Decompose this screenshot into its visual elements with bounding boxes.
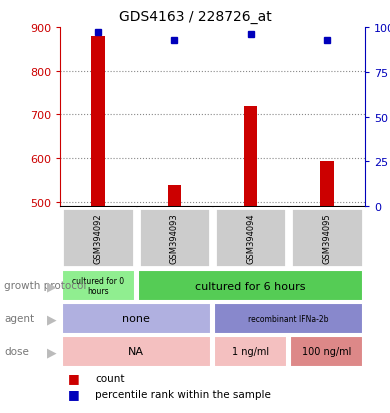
Text: ▶: ▶ (47, 312, 57, 325)
Text: none: none (122, 314, 150, 324)
Text: 100 ng/ml: 100 ng/ml (302, 347, 351, 357)
Text: ▶: ▶ (47, 279, 57, 292)
Text: cultured for 0
hours: cultured for 0 hours (72, 276, 124, 295)
FancyBboxPatch shape (291, 209, 363, 268)
Text: GSM394092: GSM394092 (94, 213, 103, 263)
Bar (320, 162, 334, 206)
Text: count: count (95, 373, 124, 383)
Text: cultured for 6 hours: cultured for 6 hours (195, 281, 306, 291)
Text: GDS4163 / 228726_at: GDS4163 / 228726_at (119, 10, 271, 24)
FancyBboxPatch shape (62, 271, 135, 301)
FancyBboxPatch shape (62, 209, 134, 268)
FancyBboxPatch shape (290, 337, 363, 367)
Text: dose: dose (4, 347, 29, 357)
Text: percentile rank within the sample: percentile rank within the sample (95, 389, 271, 399)
FancyBboxPatch shape (62, 304, 211, 334)
Text: growth protocol: growth protocol (4, 281, 86, 291)
FancyBboxPatch shape (215, 209, 287, 268)
Text: ■: ■ (68, 387, 80, 401)
FancyBboxPatch shape (62, 337, 211, 367)
FancyBboxPatch shape (138, 271, 363, 301)
Text: recombinant IFNa-2b: recombinant IFNa-2b (248, 314, 329, 323)
Bar (168, 186, 181, 206)
Text: ■: ■ (68, 372, 80, 385)
FancyBboxPatch shape (214, 304, 363, 334)
Text: GSM394093: GSM394093 (170, 213, 179, 263)
Text: ▶: ▶ (47, 345, 57, 358)
Text: agent: agent (4, 314, 34, 324)
Bar (244, 107, 257, 206)
Bar (91, 37, 105, 207)
FancyBboxPatch shape (214, 337, 287, 367)
Text: 1 ng/ml: 1 ng/ml (232, 347, 269, 357)
FancyBboxPatch shape (138, 209, 210, 268)
Text: GSM394094: GSM394094 (246, 213, 255, 263)
Text: NA: NA (128, 347, 144, 357)
Text: GSM394095: GSM394095 (323, 213, 332, 263)
